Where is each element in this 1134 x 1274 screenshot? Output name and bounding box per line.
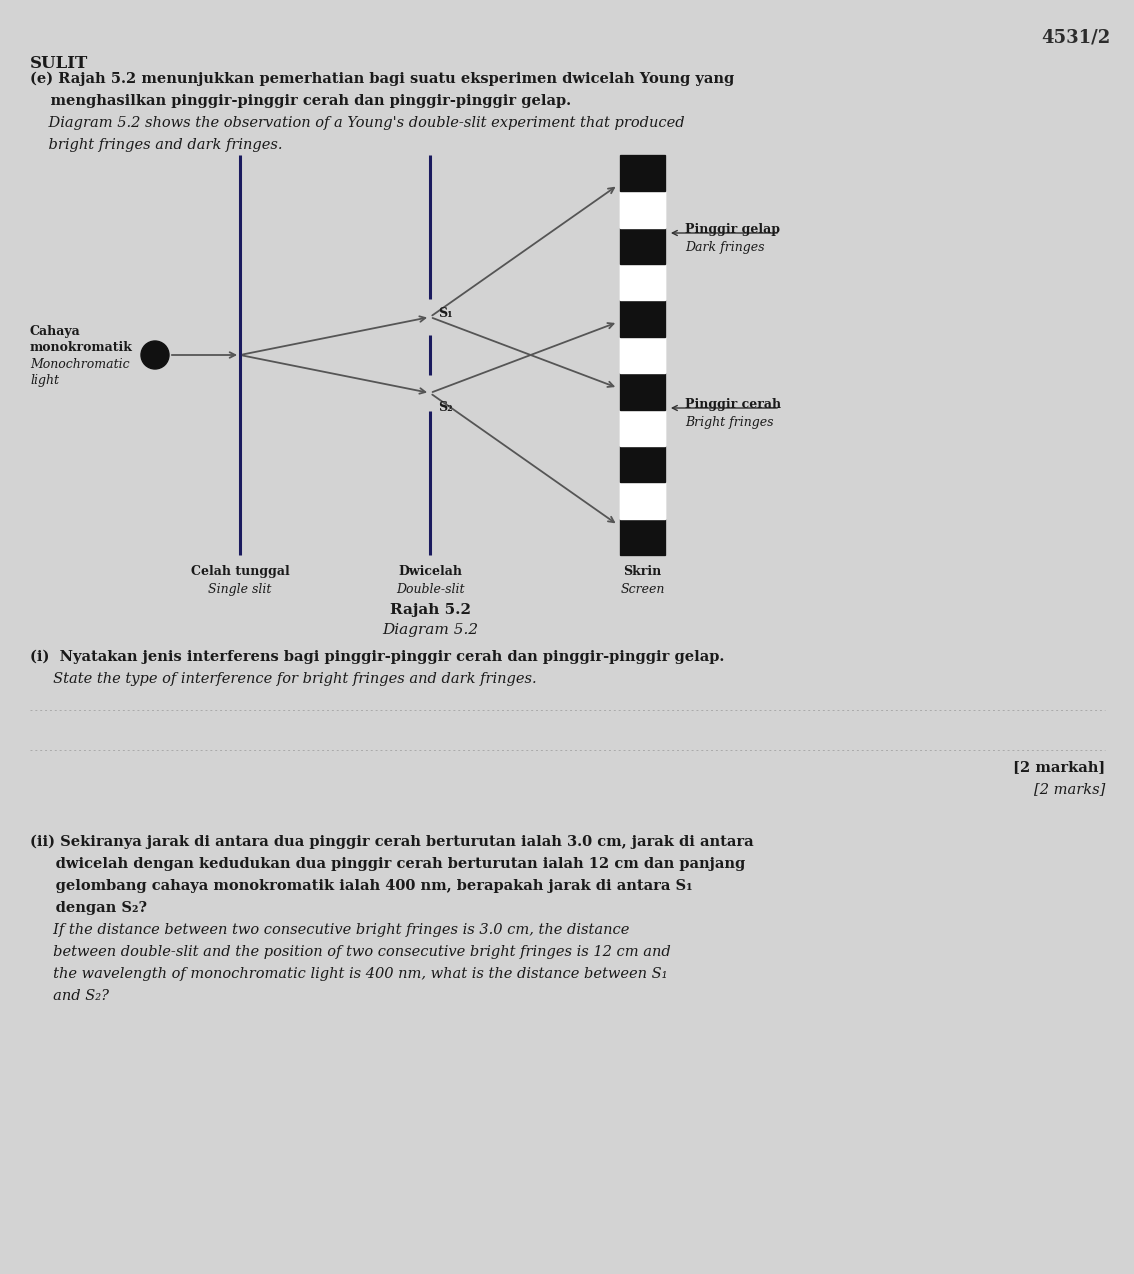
Bar bbox=[620, 519, 665, 555]
Text: Monochromatic: Monochromatic bbox=[29, 358, 129, 371]
Text: If the distance between two consecutive bright fringes is 3.0 cm, the distance: If the distance between two consecutive … bbox=[29, 922, 629, 936]
Text: State the type of interference for bright fringes and dark fringes.: State the type of interference for brigh… bbox=[29, 671, 536, 685]
Bar bbox=[620, 264, 665, 301]
Text: monokromatik: monokromatik bbox=[29, 341, 133, 354]
Text: Dark fringes: Dark fringes bbox=[685, 241, 764, 254]
Text: Screen: Screen bbox=[620, 583, 665, 596]
Text: and S₂?: and S₂? bbox=[29, 989, 109, 1003]
Text: light: light bbox=[29, 375, 59, 387]
Text: [2 markah]: [2 markah] bbox=[1013, 761, 1105, 775]
Bar bbox=[620, 228, 665, 264]
Bar bbox=[620, 155, 665, 191]
Bar bbox=[620, 191, 665, 228]
Bar bbox=[620, 301, 665, 336]
Text: between double-slit and the position of two consecutive bright fringes is 12 cm : between double-slit and the position of … bbox=[29, 945, 670, 959]
Bar bbox=[620, 155, 665, 555]
Text: Celah tunggal: Celah tunggal bbox=[191, 564, 289, 578]
Bar bbox=[620, 336, 665, 373]
Text: the wavelength of monochromatic light is 400 nm, what is the distance between S₁: the wavelength of monochromatic light is… bbox=[29, 967, 668, 981]
Text: Skrin: Skrin bbox=[624, 564, 661, 578]
Text: dwicelah dengan kedudukan dua pinggir cerah berturutan ialah 12 cm dan panjang: dwicelah dengan kedudukan dua pinggir ce… bbox=[29, 857, 745, 871]
Bar bbox=[620, 409, 665, 446]
Text: Diagram 5.2: Diagram 5.2 bbox=[382, 623, 479, 637]
Bar bbox=[620, 483, 665, 519]
Text: Dwicelah: Dwicelah bbox=[398, 564, 462, 578]
Text: Pinggir gelap: Pinggir gelap bbox=[685, 223, 780, 236]
Text: (ii) Sekiranya jarak di antara dua pinggir cerah berturutan ialah 3.0 cm, jarak : (ii) Sekiranya jarak di antara dua pingg… bbox=[29, 834, 754, 850]
Bar bbox=[620, 446, 665, 483]
Text: (e) Rajah 5.2 menunjukkan pemerhatian bagi suatu eksperimen dwicelah Young yang: (e) Rajah 5.2 menunjukkan pemerhatian ba… bbox=[29, 73, 734, 87]
Text: [2 marks]: [2 marks] bbox=[1033, 782, 1105, 796]
Text: Cahaya: Cahaya bbox=[29, 325, 81, 338]
Text: dengan S₂?: dengan S₂? bbox=[29, 901, 147, 915]
Text: gelombang cahaya monokromatik ialah 400 nm, berapakah jarak di antara S₁: gelombang cahaya monokromatik ialah 400 … bbox=[29, 879, 693, 893]
Text: S₂: S₂ bbox=[438, 401, 452, 414]
Text: Single slit: Single slit bbox=[209, 583, 272, 596]
Text: Pinggir cerah: Pinggir cerah bbox=[685, 397, 781, 412]
Text: Diagram 5.2 shows the observation of a Young's double-slit experiment that produ: Diagram 5.2 shows the observation of a Y… bbox=[29, 116, 685, 130]
Text: 4531/2: 4531/2 bbox=[1041, 28, 1110, 46]
Text: (i)  Nyatakan jenis interferens bagi pinggir-pinggir cerah dan pinggir-pinggir g: (i) Nyatakan jenis interferens bagi ping… bbox=[29, 650, 725, 664]
Circle shape bbox=[141, 341, 169, 369]
Text: Rajah 5.2: Rajah 5.2 bbox=[389, 603, 471, 617]
Bar bbox=[620, 373, 665, 409]
Text: SULIT: SULIT bbox=[29, 55, 88, 73]
Text: S₁: S₁ bbox=[438, 307, 452, 320]
Text: menghasilkan pinggir-pinggir cerah dan pinggir-pinggir gelap.: menghasilkan pinggir-pinggir cerah dan p… bbox=[29, 94, 572, 108]
Text: Bright fringes: Bright fringes bbox=[685, 417, 773, 429]
Text: Double-slit: Double-slit bbox=[396, 583, 464, 596]
Text: bright fringes and dark fringes.: bright fringes and dark fringes. bbox=[29, 138, 282, 152]
